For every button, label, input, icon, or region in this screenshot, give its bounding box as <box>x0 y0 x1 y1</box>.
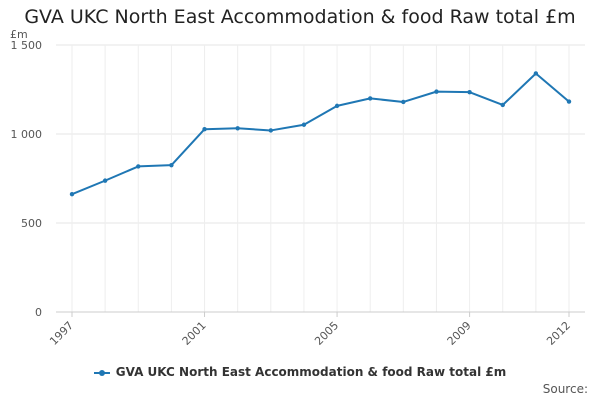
x-tick-label: 1997 <box>47 319 76 348</box>
x-tick-label: 2005 <box>312 319 341 348</box>
data-point <box>334 103 340 109</box>
y-tick-label: 1 000 <box>11 128 43 141</box>
data-point <box>401 99 406 105</box>
source-label: Source: <box>542 382 588 396</box>
x-tick-label: 2001 <box>180 319 209 348</box>
series-line <box>71 72 570 196</box>
legend-label: GVA UKC North East Accommodation & food … <box>115 365 507 379</box>
data-point <box>467 89 472 95</box>
y-tick-label: 0 <box>35 306 42 319</box>
data-point <box>301 122 307 127</box>
chart-title: GVA UKC North East Accommodation & food … <box>24 6 576 28</box>
legend[interactable]: GVA UKC North East Accommodation & food … <box>0 365 600 379</box>
x-tick-label: 2012 <box>544 319 573 348</box>
data-point <box>533 71 539 76</box>
data-point <box>368 96 373 101</box>
axes: 0 500 1 000 1 500 1997 2001 2005 2009 2012 <box>11 39 585 348</box>
data-point <box>434 89 439 94</box>
data-point <box>500 102 505 108</box>
data-point <box>169 162 174 168</box>
x-tick-label: 2009 <box>445 319 474 348</box>
y-axis-unit-label: £m <box>10 28 28 41</box>
series-layer <box>69 71 572 197</box>
grid-lines <box>56 44 585 312</box>
data-point <box>69 191 75 197</box>
data-point <box>136 164 141 169</box>
data-point <box>268 128 273 133</box>
data-point <box>235 126 240 131</box>
y-tick-label: 500 <box>21 217 42 230</box>
y-tick-label: 1 500 <box>11 39 43 52</box>
data-point <box>566 99 572 104</box>
legend-swatch <box>93 369 110 376</box>
data-point <box>202 126 207 132</box>
data-point <box>102 178 108 183</box>
